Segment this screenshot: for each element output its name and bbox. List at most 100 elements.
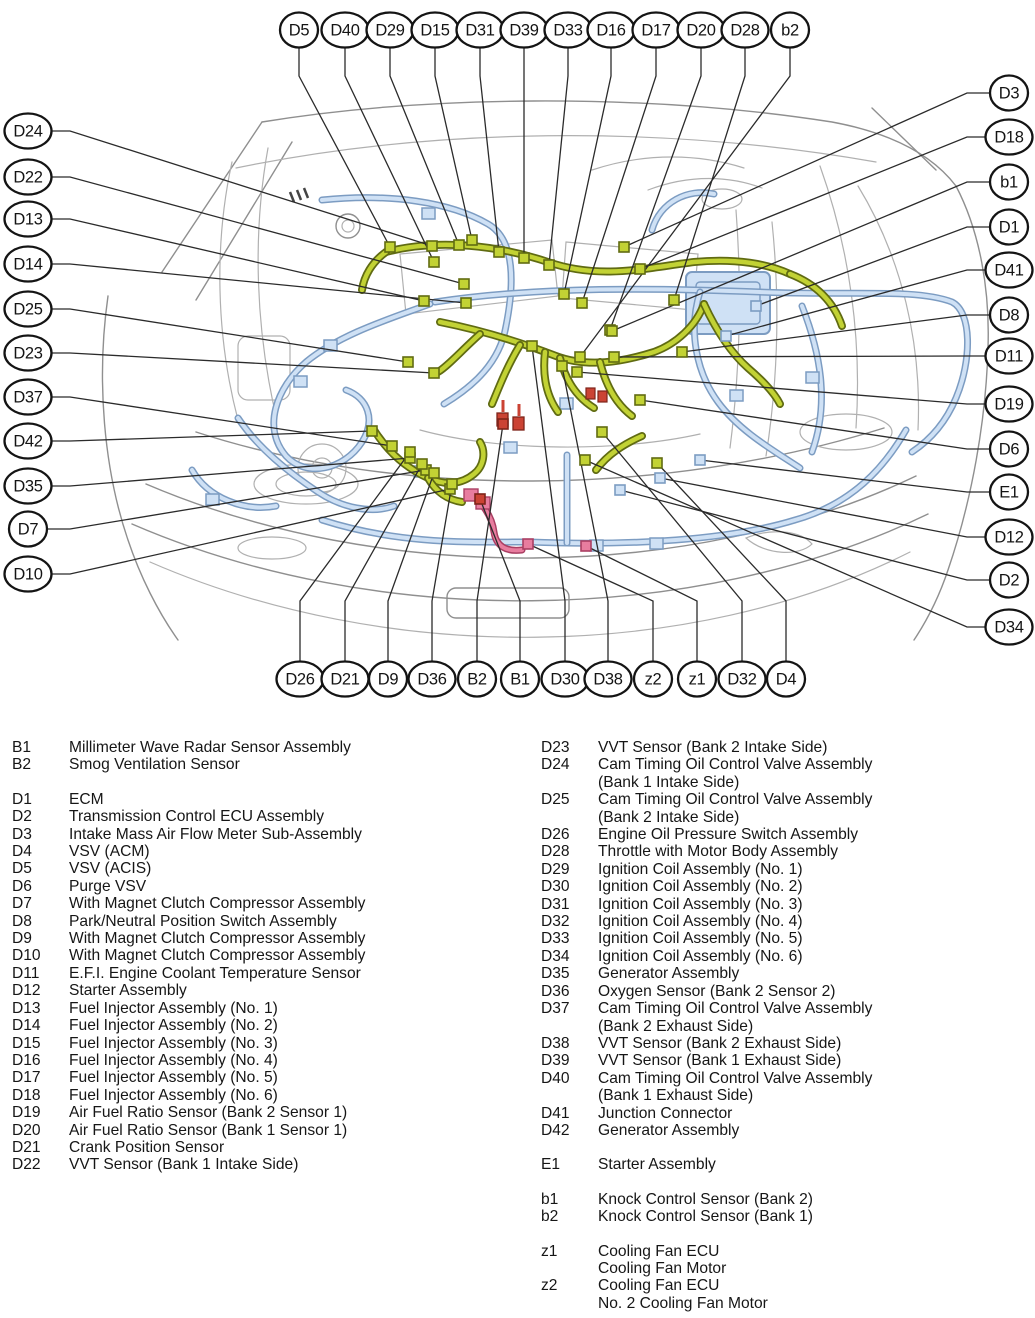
leader-line-z2 bbox=[527, 543, 654, 662]
red-pink-parts bbox=[463, 387, 608, 554]
legend-code: D41 bbox=[541, 1104, 570, 1122]
legend-item-D1: D1 ECM bbox=[12, 791, 517, 808]
leader-line-D20 bbox=[609, 47, 702, 331]
callout-text-D3: D3 bbox=[999, 85, 1020, 103]
legend-desc: Ignition Coil Assembly (No. 2) bbox=[598, 878, 1033, 895]
legend-item-D19: D19 Air Fuel Ratio Sensor (Bank 2 Sensor … bbox=[12, 1104, 517, 1121]
leader-line-D36 bbox=[431, 483, 453, 662]
blue-harness-part bbox=[650, 190, 716, 232]
callout-D23: D23 bbox=[3, 334, 53, 372]
blue-connectors-part bbox=[323, 339, 338, 352]
callout-D21: D21 bbox=[320, 660, 370, 698]
callout-D8: D8 bbox=[988, 296, 1030, 334]
blue-connectors-part bbox=[293, 375, 308, 388]
connector-D40 bbox=[428, 256, 440, 268]
leader-line-D18 bbox=[639, 136, 986, 270]
connector-D30 bbox=[526, 340, 538, 352]
callout-D2: D2 bbox=[988, 561, 1030, 599]
callout-oval-D14 bbox=[3, 245, 53, 283]
legend-code: D11 bbox=[12, 964, 40, 982]
legend-code: D15 bbox=[12, 1034, 41, 1052]
legend-code: D19 bbox=[12, 1104, 41, 1122]
callout-text-D10: D10 bbox=[13, 566, 42, 584]
blue-connectors-part bbox=[205, 493, 220, 506]
car-body-outline-part bbox=[288, 187, 310, 203]
leader-line-D13 bbox=[51, 218, 425, 302]
legend-item-D7: D7 With Magnet Clutch Compressor Assembly bbox=[12, 895, 517, 912]
legend-desc: VVT Sensor (Bank 1 Exhaust Side) bbox=[598, 1052, 1033, 1069]
callout-text-D31: D31 bbox=[465, 22, 494, 40]
callout-text-D23: D23 bbox=[13, 345, 42, 363]
callout-text-B2: B2 bbox=[467, 671, 487, 689]
leader-line-D15 bbox=[434, 47, 473, 241]
legend-item-D38: D38 VVT Sensor (Bank 2 Exhaust Side) bbox=[541, 1035, 1033, 1052]
callout-D14: D14 bbox=[3, 245, 53, 283]
legend-desc-line: Starter Assembly bbox=[69, 982, 187, 1000]
callout-D9: D9 bbox=[367, 660, 409, 698]
callout-text-D20: D20 bbox=[686, 22, 715, 40]
callout-oval-D36 bbox=[407, 660, 457, 698]
callout-text-D40: D40 bbox=[330, 22, 359, 40]
legend-desc-line: Fuel Injector Assembly (No. 5) bbox=[69, 1069, 278, 1087]
callout-text-D9: D9 bbox=[378, 671, 399, 689]
legend-code: D33 bbox=[541, 930, 570, 948]
legend-code: D2 bbox=[12, 808, 32, 826]
leader-line-D23 bbox=[51, 352, 435, 374]
red-pink-parts-part bbox=[501, 400, 521, 416]
legend-desc: ECM bbox=[69, 791, 517, 808]
callout-D22: D22 bbox=[3, 158, 53, 196]
legend-code: D39 bbox=[541, 1052, 570, 1070]
legend-desc-line: Throttle with Motor Body Assembly bbox=[598, 843, 839, 861]
callout-oval-D9 bbox=[367, 660, 409, 698]
leader-line-D1 bbox=[755, 226, 990, 307]
olive-harness-part bbox=[489, 342, 523, 407]
legend-desc: Cam Timing Oil Control Valve Assembly (Ba… bbox=[598, 791, 1033, 826]
connector-D33 bbox=[543, 259, 555, 271]
connector-D2 bbox=[614, 484, 626, 496]
callout-text-D1: D1 bbox=[999, 219, 1020, 237]
legend-item-D39: D39 VVT Sensor (Bank 1 Exhaust Side) bbox=[541, 1052, 1033, 1069]
callout-text-D11: D11 bbox=[995, 348, 1023, 366]
legend-code: D40 bbox=[541, 1069, 570, 1087]
legend-desc: VVT Sensor (Bank 2 Intake Side) bbox=[598, 739, 1033, 756]
leader-line-D10 bbox=[51, 488, 451, 575]
callout-D17: D17 bbox=[631, 11, 681, 49]
red-pink-parts-part bbox=[585, 387, 596, 400]
legend-desc: Park/Neutral Position Switch Assembly bbox=[69, 913, 517, 930]
callout-D39: D39 bbox=[499, 11, 549, 49]
leader-line-D40 bbox=[344, 47, 435, 263]
leader-line-D19 bbox=[576, 371, 986, 405]
legend-desc-line: Ignition Coil Assembly (No. 3) bbox=[598, 895, 803, 913]
callout-text-D18: D18 bbox=[994, 129, 1023, 147]
callout-text-D33: D33 bbox=[553, 22, 582, 40]
callout-oval-D41 bbox=[984, 251, 1034, 289]
legend-desc: Starter Assembly bbox=[598, 1156, 1033, 1173]
legend-group: b1 Knock Control Sensor (Bank 2) b2 Knock C… bbox=[541, 1191, 1033, 1226]
callout-z2: z2 bbox=[632, 660, 674, 698]
callout-D32: D32 bbox=[717, 660, 767, 698]
olive-harness-part bbox=[435, 331, 483, 375]
callout-text-D8: D8 bbox=[999, 307, 1020, 325]
legend-desc: Oxygen Sensor (Bank 2 Sensor 2) bbox=[598, 983, 1033, 1000]
legend-item-D6: D6 Purge VSV bbox=[12, 878, 517, 895]
legend-desc-line: Cam Timing Oil Control Valve Assembly bbox=[598, 1000, 873, 1018]
blue-harness-part bbox=[433, 287, 970, 454]
callout-text-D15: D15 bbox=[420, 22, 449, 40]
legend-item-b1: b1 Knock Control Sensor (Bank 2) bbox=[541, 1191, 1033, 1208]
legend-desc: Air Fuel Ratio Sensor (Bank 2 Sensor 1) bbox=[69, 1104, 517, 1121]
legend-item-D40: D40 Cam Timing Oil Control Valve Assembly… bbox=[541, 1070, 1033, 1105]
connector-D41 bbox=[720, 330, 732, 342]
legend-item-D15: D15 Fuel Injector Assembly (No. 3) bbox=[12, 1035, 517, 1052]
callout-oval-D32 bbox=[717, 660, 767, 698]
blue-connectors-part bbox=[421, 207, 436, 220]
legend-desc: Generator Assembly bbox=[598, 965, 1033, 982]
legend-desc: Cam Timing Oil Control Valve Assembly (Ba… bbox=[598, 756, 1033, 791]
legend-code: D4 bbox=[12, 843, 32, 861]
legend-item-D13: D13 Fuel Injector Assembly (No. 1) bbox=[12, 1000, 517, 1017]
legend-desc: Cooling Fan ECU No. 2 Cooling Fan Motor bbox=[598, 1277, 1033, 1312]
car-body-outline-part bbox=[149, 551, 911, 638]
leader-line-D3 bbox=[623, 92, 990, 248]
legend-desc: Throttle with Motor Body Assembly bbox=[598, 843, 1033, 860]
callout-oval-D5 bbox=[278, 11, 320, 49]
legend-desc-line: Intake Mass Air Flow Meter Sub-Assembly bbox=[69, 825, 362, 843]
